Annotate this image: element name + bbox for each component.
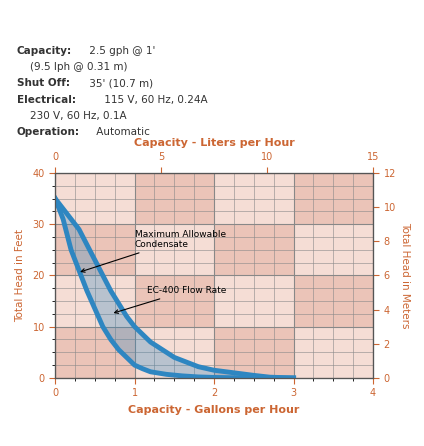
X-axis label: Capacity - Gallons per Hour: Capacity - Gallons per Hour xyxy=(128,405,300,415)
Text: Capacity:: Capacity: xyxy=(17,45,72,56)
Text: Automatic: Automatic xyxy=(93,127,150,137)
Bar xyxy=(135,275,214,326)
X-axis label: Capacity - Liters per Hour: Capacity - Liters per Hour xyxy=(134,137,295,148)
Bar xyxy=(293,173,373,224)
Text: 230 V, 60 Hz, 0.1A: 230 V, 60 Hz, 0.1A xyxy=(17,111,127,121)
Text: Maximum Allowable
Condensate: Maximum Allowable Condensate xyxy=(81,230,226,272)
Text: 35' (10.7 m): 35' (10.7 m) xyxy=(86,78,153,88)
Text: Operation:: Operation: xyxy=(17,127,80,137)
Text: 115 V, 60 Hz, 0.24A: 115 V, 60 Hz, 0.24A xyxy=(101,95,207,105)
Bar xyxy=(214,275,293,326)
Bar xyxy=(135,224,214,275)
Bar xyxy=(55,224,135,275)
Bar xyxy=(293,326,373,378)
Bar xyxy=(293,275,373,326)
Text: Electrical:: Electrical: xyxy=(17,95,76,105)
Bar xyxy=(55,275,135,326)
Y-axis label: Total Head in Meters: Total Head in Meters xyxy=(400,222,410,329)
Text: EC-400 Flow Rate: EC-400 Flow Rate xyxy=(114,286,226,314)
Bar xyxy=(214,326,293,378)
Bar xyxy=(135,326,214,378)
Text: (9.5 lph @ 0.31 m): (9.5 lph @ 0.31 m) xyxy=(17,62,128,72)
Text: 2.5 gph @ 1': 2.5 gph @ 1' xyxy=(86,45,155,56)
Bar xyxy=(293,224,373,275)
Y-axis label: Total Head in Feet: Total Head in Feet xyxy=(15,229,25,322)
Bar xyxy=(55,326,135,378)
Bar xyxy=(214,224,293,275)
Text: Shut Off:: Shut Off: xyxy=(17,78,70,88)
Bar xyxy=(214,173,293,224)
Text: Series Specifications: Series Specifications xyxy=(8,15,147,28)
Bar xyxy=(55,173,135,224)
Bar xyxy=(135,173,214,224)
